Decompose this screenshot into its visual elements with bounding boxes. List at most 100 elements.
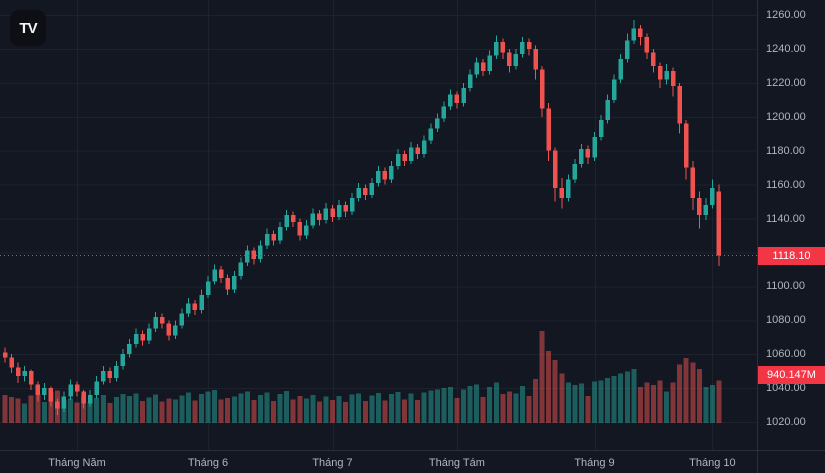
volume-bar xyxy=(578,383,584,423)
candle-body xyxy=(87,394,93,404)
volume-bar xyxy=(690,362,696,423)
candle-body xyxy=(2,352,8,358)
volume-bar xyxy=(559,373,565,423)
volume-bar xyxy=(461,389,466,423)
candle-body xyxy=(454,94,460,104)
candle-body xyxy=(559,187,564,199)
volume-bar xyxy=(526,396,532,423)
volume-bar xyxy=(185,392,191,423)
volume-bar xyxy=(238,393,244,423)
candle-body xyxy=(487,55,492,71)
price-axis-label: 1200.00 xyxy=(766,110,806,123)
tradingview-logo-icon: TV xyxy=(19,19,37,37)
volume-bar xyxy=(565,382,571,423)
candle-body xyxy=(349,198,355,212)
candle-body xyxy=(290,215,296,222)
volume-bar xyxy=(41,401,47,423)
time-scale[interactable]: Tháng Năm Tháng 6 Tháng 7 Tháng Tám Tháng 9 T… xyxy=(0,450,757,473)
candle-body xyxy=(428,128,433,141)
price-axis-label: 1240.00 xyxy=(766,42,806,55)
volume-bar xyxy=(618,373,624,423)
candle-body xyxy=(572,164,578,180)
volume-bar xyxy=(644,382,650,423)
volume-bar xyxy=(572,384,578,423)
candle-body xyxy=(199,294,204,311)
candle-body xyxy=(435,118,440,129)
candle-body xyxy=(677,86,682,124)
volume-bar xyxy=(598,380,604,423)
candle-body xyxy=(81,391,86,404)
price-axis-label: 1040.00 xyxy=(766,382,806,395)
candle-body xyxy=(107,371,113,378)
candle-body xyxy=(605,99,610,121)
volume-bar xyxy=(585,396,591,423)
candle-body xyxy=(343,204,348,212)
volume-bar xyxy=(113,396,119,423)
candle-body xyxy=(657,65,663,80)
volume-bar xyxy=(375,392,381,423)
volume-bar xyxy=(552,360,558,423)
volume-bar xyxy=(421,392,427,423)
candle-body xyxy=(592,137,597,158)
price-axis-label: 1220.00 xyxy=(766,76,806,89)
candle-body xyxy=(48,388,54,402)
volume-bar xyxy=(441,387,447,423)
candle-body xyxy=(186,303,191,314)
candle-body xyxy=(323,208,329,221)
candle-body xyxy=(101,371,106,382)
candle-body xyxy=(670,70,676,87)
candle-body xyxy=(415,147,420,155)
volume-bar xyxy=(94,397,100,423)
candlestick-chart[interactable] xyxy=(0,0,757,450)
volume-bar xyxy=(35,393,41,423)
candle-body xyxy=(513,54,519,66)
candle-body xyxy=(421,140,427,155)
volume-bar xyxy=(369,395,375,423)
volume-bar xyxy=(257,395,263,423)
volume-bar xyxy=(356,393,362,423)
volume-bar xyxy=(271,400,277,423)
volume-bar xyxy=(179,395,185,423)
candle-body xyxy=(631,28,637,41)
price-axis-label: 1060.00 xyxy=(766,348,806,361)
price-axis-label: 1080.00 xyxy=(766,314,806,327)
volume-bar xyxy=(474,384,480,423)
volume-bar xyxy=(546,351,552,423)
candle-body xyxy=(28,371,34,385)
volume-bar xyxy=(153,394,159,423)
candle-body xyxy=(376,171,381,183)
volume-bar xyxy=(454,397,460,423)
volume-bar xyxy=(611,375,617,423)
candle-body xyxy=(192,303,198,311)
volume-badge: 940.147M xyxy=(758,366,825,384)
volume-bar xyxy=(480,396,486,423)
candle-body xyxy=(389,165,394,180)
tradingview-logo[interactable]: TV xyxy=(10,10,46,46)
candle-body xyxy=(225,277,230,290)
candle-body xyxy=(68,384,73,397)
candle-body xyxy=(264,233,270,246)
volume-bar xyxy=(716,380,722,423)
volume-bar xyxy=(709,384,715,423)
candle-body xyxy=(166,323,171,336)
volume-bar xyxy=(336,396,342,423)
volume-bar xyxy=(677,364,683,423)
chart-plot-area[interactable] xyxy=(0,0,757,450)
candle-body xyxy=(664,70,669,80)
price-axis-label: 1020.00 xyxy=(766,416,806,428)
volume-bar xyxy=(624,371,630,423)
last-price-badge: 1118.10 xyxy=(758,246,825,265)
volume-bar xyxy=(68,398,73,423)
volume-bar xyxy=(303,398,309,423)
volume-bar xyxy=(664,391,670,423)
volume-bar xyxy=(703,387,709,423)
candle-body xyxy=(638,28,643,38)
axis-corner xyxy=(757,450,825,473)
volume-bar xyxy=(277,393,283,423)
candle-body xyxy=(625,40,630,60)
volume-bar xyxy=(28,395,34,423)
price-axis-label: 1140.00 xyxy=(766,212,805,225)
candle-body xyxy=(22,371,27,377)
volume-bar xyxy=(225,397,231,423)
candle-body xyxy=(500,42,506,53)
